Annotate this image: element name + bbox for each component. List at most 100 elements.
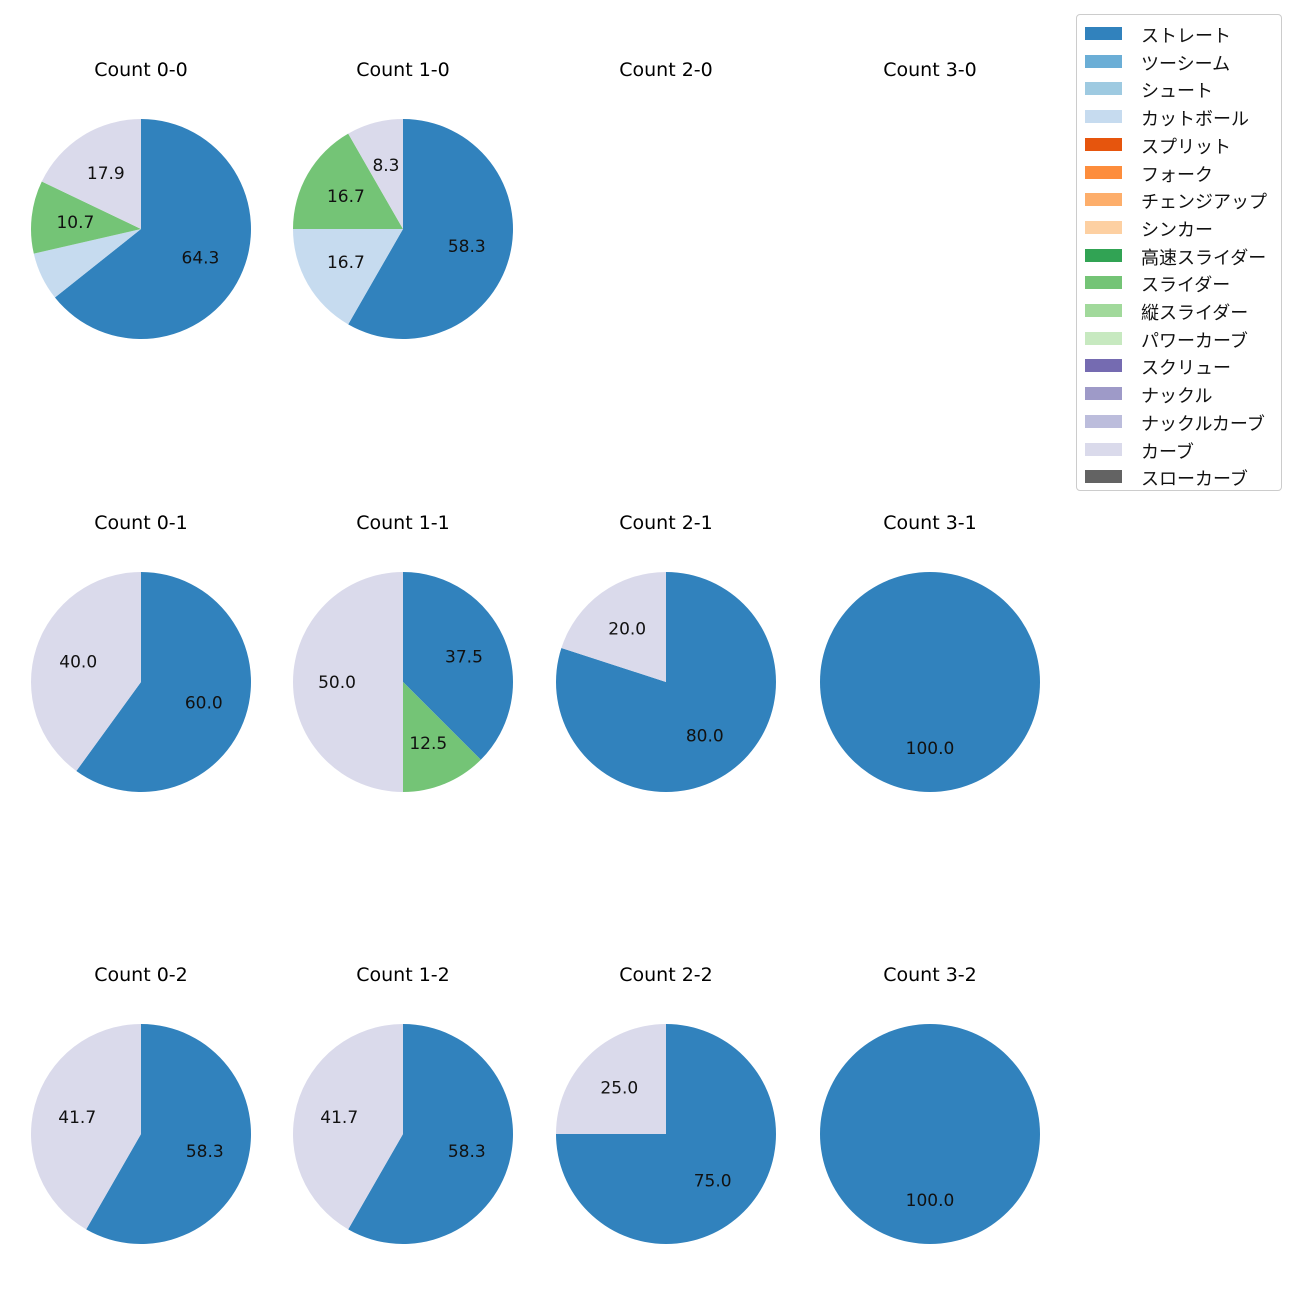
pie-count-0-0: Count 0-0 64.3 10.7 17.9 (30, 59, 251, 339)
legend-swatch (1085, 276, 1122, 290)
legend-swatch (1085, 248, 1122, 262)
pie-value-label: 64.3 (182, 249, 220, 269)
pie-title: Count 0-2 (94, 964, 188, 986)
pie-value-label: 100.0 (906, 1191, 955, 1211)
pie-slice (30, 572, 141, 771)
pie-value-label: 25.0 (600, 1078, 638, 1098)
pie-title: Count 3-0 (883, 59, 977, 81)
pie-value-label: 8.3 (372, 156, 399, 176)
legend-swatch (1085, 193, 1122, 207)
pie-count-2-0: Count 2-0 (619, 59, 713, 81)
pie-slice (403, 682, 481, 792)
legend-swatch (1085, 82, 1122, 96)
legend-label: シンカー (1141, 219, 1213, 241)
pie-slice (30, 181, 141, 254)
pie-title: Count 0-1 (94, 512, 188, 534)
pie-slice (820, 1024, 1040, 1244)
pie-title: Count 1-1 (356, 512, 450, 534)
pie-slice (292, 1024, 403, 1230)
pie-title: Count 3-1 (883, 512, 977, 534)
pie-count-3-0: Count 3-0 (883, 59, 977, 81)
legend-label: 縦スライダー (1141, 303, 1249, 324)
legend-swatch (1085, 165, 1122, 179)
legend-item: ツーシーム (1077, 49, 1283, 75)
legend-label: スプリット (1141, 136, 1231, 158)
legend-item: 高速スライダー (1077, 243, 1283, 269)
legend-swatch (1085, 110, 1122, 124)
pie-value-label: 20.0 (608, 620, 646, 640)
legend-swatch (1085, 220, 1122, 234)
legend-label: パワーカーブ (1141, 330, 1248, 352)
legend-label: スライダー (1141, 275, 1231, 297)
pie-slice (76, 572, 251, 792)
legend-swatch (1085, 387, 1122, 401)
pie-value-label: 16.7 (327, 253, 365, 273)
pie-count-0-1: Count 0-1 60.0 40.0 (30, 512, 251, 792)
legend-label: チェンジアップ (1141, 192, 1267, 214)
legend-item: 縦スライダー (1077, 298, 1283, 324)
legend-item: シンカー (1077, 215, 1283, 241)
legend: ストレート ツーシームシュート カットボールスプリットフォークチェンジアップ シンカー… (1076, 14, 1282, 491)
legend-label: フォーク (1141, 164, 1213, 186)
legend-label: ナックル (1141, 386, 1213, 408)
pie-value-label: 58.3 (186, 1142, 224, 1162)
pie-title: Count 1-2 (356, 964, 450, 986)
pie-value-label: 37.5 (445, 648, 483, 668)
pie-value-label: 60.0 (185, 693, 223, 713)
pie-value-label: 41.7 (320, 1108, 358, 1128)
pie-value-label: 41.7 (58, 1108, 96, 1128)
pie-value-label: 75.0 (694, 1172, 732, 1192)
legend-item: スローカーブ (1077, 464, 1283, 490)
pie-count-2-2: Count 2-2 75.0 25.0 (556, 964, 776, 1244)
pie-value-label: 12.5 (409, 734, 447, 754)
pie-value-label: 10.7 (56, 213, 94, 233)
pie-slice (54, 119, 251, 339)
pie-slice (403, 572, 513, 760)
legend-swatch (1085, 331, 1122, 345)
pie-title: Count 2-2 (619, 964, 713, 986)
legend-item: フォーク (1077, 160, 1283, 186)
pie-slice (30, 1024, 141, 1230)
legend-swatch (1085, 137, 1122, 151)
pie-value-label: 40.0 (59, 653, 97, 673)
legend-label: シュート (1141, 81, 1213, 103)
pie-title: Count 3-2 (883, 964, 977, 986)
legend-label: 高速スライダー (1141, 247, 1267, 269)
pie-slice (293, 133, 403, 229)
pie-count-1-1: Count 1-1 37.5 12.5 50.0 (293, 512, 513, 792)
legend-swatch (1085, 27, 1122, 40)
pie-count-1-2: Count 1-2 58.3 41.7 (292, 964, 513, 1244)
legend-item: パワーカーブ (1077, 326, 1283, 352)
legend-item: ナックル (1077, 381, 1283, 407)
pie-value-label: 16.7 (327, 187, 365, 207)
legend-swatch (1085, 470, 1122, 484)
pie-slice (348, 119, 513, 339)
legend-item: カットボール (1077, 104, 1283, 130)
pie-title: Count 0-0 (94, 59, 188, 81)
pie-slice (348, 1024, 513, 1244)
legend-label: ナックルカーブ (1141, 413, 1265, 435)
legend-swatch (1085, 414, 1122, 428)
pie-value-label: 50.0 (318, 673, 356, 693)
legend-item: ストレート (1077, 21, 1283, 47)
legend-swatch (1085, 304, 1122, 317)
pie-slice (293, 572, 403, 792)
legend-item: ナックルカーブ (1077, 409, 1283, 435)
pie-title: Count 1-0 (356, 59, 450, 81)
pie-count-3-1: Count 3-1 100.0 (820, 512, 1040, 792)
pie-value-label: 17.9 (87, 164, 125, 184)
pie-slice (556, 1024, 666, 1134)
legend-label: ストレート (1141, 26, 1231, 47)
pie-slice (41, 118, 142, 229)
pie-slice (293, 229, 403, 325)
pie-value-label: 100.0 (906, 739, 955, 759)
pie-value-label: 58.3 (448, 237, 486, 257)
legend-item: カーブ (1077, 437, 1283, 463)
legend-item: スプリット (1077, 132, 1283, 158)
pie-slice (561, 572, 666, 682)
pie-count-1-0: Count 1-0 58.3 16.7 16.7 8.3 (293, 59, 513, 339)
pie-slice (33, 229, 141, 298)
pie-count-3-2: Count 3-2 100.0 (820, 964, 1040, 1244)
legend-label: スクリュー (1141, 358, 1231, 380)
